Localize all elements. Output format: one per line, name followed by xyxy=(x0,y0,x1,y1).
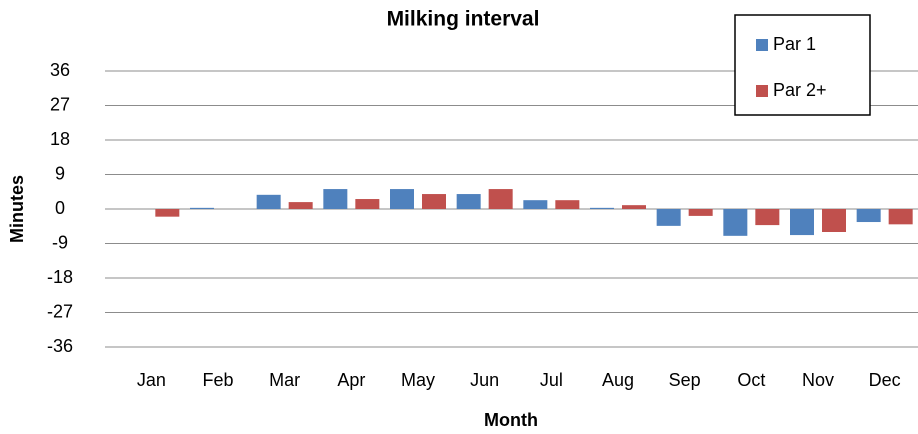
bar xyxy=(755,209,780,226)
bar xyxy=(656,209,681,226)
bar xyxy=(323,189,348,209)
bar xyxy=(622,205,646,209)
legend-swatch xyxy=(756,39,768,51)
bar xyxy=(456,194,481,209)
x-tick-label: Apr xyxy=(337,370,365,390)
x-tick-label: Aug xyxy=(602,370,634,390)
bar xyxy=(888,209,913,225)
bar xyxy=(422,194,446,209)
bar xyxy=(390,189,414,209)
y-tick-label: -36 xyxy=(47,336,73,356)
x-tick-label: Mar xyxy=(269,370,300,390)
y-tick-label: -9 xyxy=(52,232,68,252)
bar xyxy=(288,202,313,209)
y-tick-label: -27 xyxy=(47,301,73,321)
chart-title: Milking interval xyxy=(387,8,540,31)
bar xyxy=(856,209,881,223)
y-tick-label: 18 xyxy=(50,129,70,149)
y-tick-label: 27 xyxy=(50,94,70,114)
legend-swatch xyxy=(756,85,768,97)
x-tick-label: May xyxy=(401,370,435,390)
x-tick-label: Dec xyxy=(869,370,901,390)
bar xyxy=(790,209,814,236)
legend-box xyxy=(734,14,871,116)
bar xyxy=(488,189,513,209)
x-tick-label: Oct xyxy=(737,370,765,390)
x-tick-label: Sep xyxy=(669,370,701,390)
y-tick-label: 36 xyxy=(50,60,70,80)
legend-label: Par 2+ xyxy=(773,80,827,100)
bar xyxy=(822,209,846,232)
x-tick-label: Jul xyxy=(540,370,563,390)
y-tick-label: -18 xyxy=(47,267,73,287)
bar xyxy=(723,209,748,236)
x-axis-label: Month xyxy=(484,410,538,430)
bar xyxy=(155,209,180,217)
x-tick-label: Feb xyxy=(202,370,233,390)
y-tick-label: 0 xyxy=(55,198,65,218)
x-tick-label: Nov xyxy=(802,370,834,390)
bar xyxy=(355,199,380,209)
bar xyxy=(523,200,548,209)
bar xyxy=(555,200,580,209)
x-tick-label: Jan xyxy=(137,370,166,390)
y-tick-label: 9 xyxy=(55,163,65,183)
legend-label: Par 1 xyxy=(773,34,816,54)
bar xyxy=(590,207,614,209)
bar xyxy=(190,207,214,209)
x-tick-label: Jun xyxy=(470,370,499,390)
y-axis-label: Minutes xyxy=(7,175,27,243)
bar xyxy=(688,209,713,216)
bar xyxy=(256,194,281,209)
